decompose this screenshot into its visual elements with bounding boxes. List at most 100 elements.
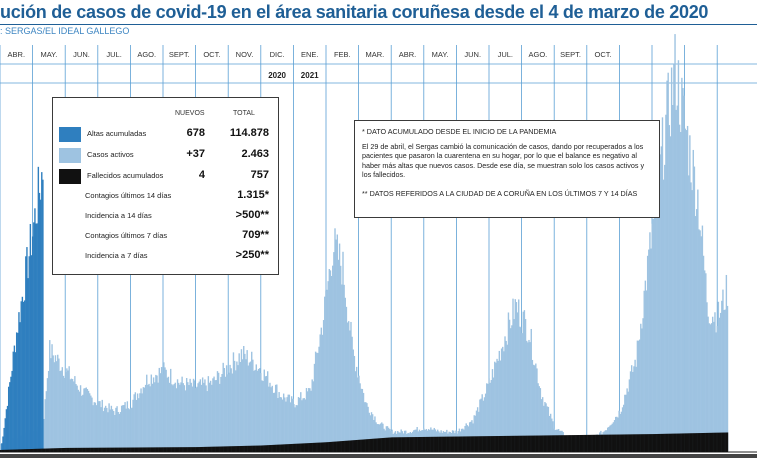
data-bar [58, 358, 60, 452]
data-bar [284, 397, 286, 452]
data-bar [175, 447, 178, 452]
data-bar [140, 388, 142, 452]
data-bar [522, 311, 524, 452]
data-bar [281, 444, 284, 452]
data-bar [555, 435, 558, 452]
data-bar [512, 298, 514, 452]
data-bar [703, 270, 706, 452]
data-bar [108, 403, 110, 452]
data-bar [78, 447, 81, 452]
data-bar [668, 125, 671, 452]
data-bar [543, 405, 545, 452]
data-bar [2, 449, 4, 452]
data-bar [141, 447, 143, 452]
data-bar [345, 440, 348, 452]
data-bar [402, 437, 405, 452]
data-bar [710, 432, 713, 452]
data-bar [85, 387, 87, 452]
year-label: 2020 [268, 71, 286, 80]
data-bar [18, 449, 20, 452]
data-bar [514, 299, 516, 452]
data-bar [472, 436, 474, 452]
data-bar [392, 437, 394, 452]
data-bar [38, 448, 41, 452]
data-bar [107, 447, 109, 452]
data-bar [693, 166, 696, 452]
data-bar [327, 281, 329, 452]
data-bar [410, 437, 413, 452]
data-bar [599, 434, 601, 452]
data-bar [73, 381, 75, 452]
data-bar [148, 447, 150, 452]
data-bar [645, 290, 648, 452]
data-bar [255, 364, 257, 452]
data-bar [87, 447, 90, 452]
data-bar [195, 447, 197, 452]
data-bar [507, 312, 510, 452]
data-bar [39, 448, 42, 452]
data-bar [629, 371, 632, 452]
data-bar [141, 393, 143, 452]
data-bar [532, 364, 535, 452]
data-bar [47, 448, 50, 452]
data-bar [506, 344, 509, 452]
data-bar [20, 449, 22, 452]
data-bar [344, 297, 346, 452]
data-bar [551, 418, 553, 452]
data-bar [366, 439, 368, 452]
data-bar [651, 223, 653, 452]
data-bar [675, 433, 677, 452]
data-bar [369, 415, 372, 452]
data-bar [723, 310, 725, 452]
data-bar [41, 172, 43, 452]
data-bar [38, 192, 41, 452]
data-bar [18, 312, 20, 452]
data-bar [516, 435, 519, 452]
data-bar [57, 354, 59, 452]
month-label: MAR. [366, 50, 385, 59]
data-bar [411, 437, 414, 452]
data-bar [709, 324, 712, 452]
data-bar [325, 290, 327, 452]
data-bar [17, 332, 19, 452]
data-bar [156, 447, 158, 452]
data-bar [715, 332, 717, 452]
data-bar [619, 434, 621, 452]
data-bar [644, 280, 647, 452]
data-bar [122, 447, 124, 452]
data-bar [241, 359, 244, 452]
data-bar [685, 130, 688, 452]
data-bar [381, 438, 383, 452]
data-bar [164, 447, 166, 452]
data-bar [150, 374, 153, 452]
legend-total-value: 709** [242, 229, 269, 241]
data-bar [524, 319, 527, 452]
data-bar [159, 373, 162, 452]
month-label: ABR. [399, 50, 417, 59]
data-bar [521, 333, 523, 452]
data-bar [289, 444, 292, 452]
data-bar [699, 433, 701, 452]
data-bar [111, 447, 114, 452]
data-bar [321, 334, 324, 452]
data-bar [211, 384, 213, 452]
data-bar [370, 438, 373, 452]
data-bar [75, 384, 77, 452]
data-bar [432, 436, 434, 452]
data-bar [629, 434, 632, 452]
data-bar [538, 386, 540, 452]
data-bar [41, 448, 43, 452]
data-bar [707, 316, 709, 452]
data-bar [130, 408, 132, 452]
legend-label: Fallecidos acumulados [87, 171, 164, 180]
data-bar [231, 446, 234, 452]
data-bar [257, 445, 260, 452]
data-bar [36, 223, 38, 452]
data-bar [355, 366, 358, 452]
data-bar [640, 323, 642, 452]
data-bar [424, 436, 426, 452]
data-bar [216, 371, 219, 452]
note-2: El 29 de abril, el Sergas cambió la comu… [362, 142, 645, 180]
data-bar [641, 328, 643, 452]
data-bar [9, 382, 11, 452]
